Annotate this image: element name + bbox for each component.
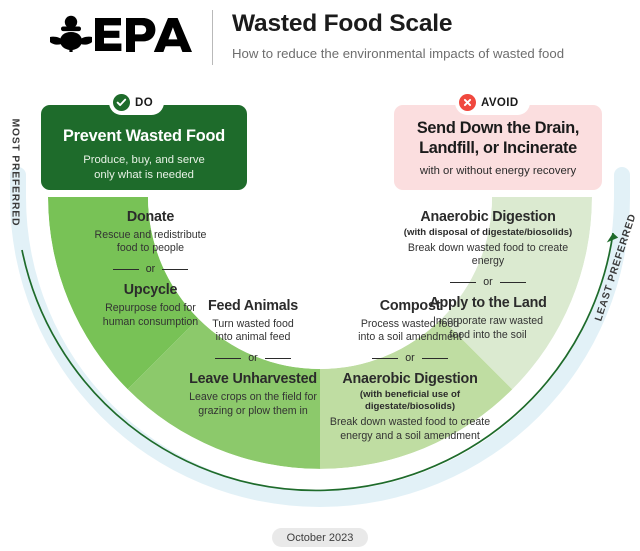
or-separator: or [398, 276, 578, 288]
or-line-left [215, 357, 242, 360]
do-badge-label: DO [135, 96, 154, 109]
check-circle-icon [113, 94, 130, 111]
avoid-badge: AVOID [455, 90, 530, 115]
option-title: Upcycle [123, 282, 178, 299]
x-circle-icon [459, 94, 476, 111]
arrow-head [606, 233, 619, 243]
option-paren: (with beneficial use of digestate/biosol… [359, 389, 461, 413]
or-separator: or [172, 352, 334, 364]
option-desc-line-2: into animal feed [215, 331, 291, 344]
option-desc-line-2: food to people [116, 242, 185, 255]
epa-wordmark [95, 18, 192, 52]
option-desc: Break down wasted food to create energy … [325, 416, 495, 442]
option-desc-line-1: Process wasted food [360, 318, 460, 330]
wedge-text-donate-upcycle: Donate Rescue and redistribute food to p… [78, 209, 223, 329]
or-line-right [162, 268, 189, 271]
date-label: October 2023 [286, 531, 354, 544]
or-line-left [372, 357, 399, 360]
box-title-line-1: Send Down the Drain, [416, 119, 580, 137]
page-subtitle: How to reduce the environmental impacts … [232, 46, 565, 61]
option-desc-line-2: food into the soil [449, 328, 527, 341]
option-desc-line-1: Turn wasted food [212, 318, 294, 330]
option-desc: Incorporate raw wasted food into the soi… [398, 315, 578, 341]
wedge-text-anaerobic-digestion: Anaerobic Digestion (with disposal of di… [398, 209, 578, 342]
header-divider [212, 10, 213, 65]
wedge-text-compost: Compost Process wasted food into a soil … [325, 298, 495, 443]
option-desc-line-1: Incorporate raw wasted [432, 315, 544, 328]
option-desc: Leave crops on the field for grazing or … [172, 391, 334, 417]
option-desc-line-1: Leave crops on the field for [189, 391, 317, 404]
page-title: Wasted Food Scale [232, 10, 453, 37]
or-line-right [264, 357, 291, 360]
option-desc: Repurpose food for human consumption [78, 302, 223, 328]
box-title-line-2: Landfill, or Incinerate [419, 139, 577, 157]
send-down-drain-box: Send Down the Drain, Landfill, or Incine… [394, 105, 602, 190]
option-desc-line-2: energy and a soil amendment [340, 429, 480, 442]
preference-arrow [21, 232, 614, 492]
avoid-badge-label: AVOID [481, 96, 519, 109]
prevent-wasted-food-box: Prevent Wasted Food Produce, buy, and se… [41, 105, 247, 190]
or-line-left [450, 281, 477, 284]
option-desc-line-1: Break down wasted food to create energy [407, 242, 569, 268]
option-paren: (with disposal of digestate/biosolids) [403, 227, 573, 238]
inner-hole [148, 197, 492, 369]
option-desc-line-1: Rescue and redistribute [94, 229, 207, 241]
epa-logo [48, 12, 198, 60]
or-label: or [145, 263, 156, 276]
or-label: or [483, 276, 493, 289]
option-title: Compost [379, 298, 441, 314]
option-desc-line-2: into a soil amendment [358, 331, 462, 344]
option-title: Apply to the Land [429, 295, 547, 312]
option-title: Anaerobic Digestion [342, 371, 478, 388]
option-desc-line-1: Break down wasted food to create [329, 416, 491, 429]
most-preferred-label: MOST PREFERRED [9, 118, 21, 227]
option-desc-line-2: grazing or plow them in [198, 404, 308, 417]
option-desc-line-2: human consumption [102, 315, 199, 328]
or-separator: or [78, 263, 223, 275]
date-pill: October 2023 [272, 528, 368, 547]
box-title: Prevent Wasted Food [62, 127, 226, 145]
box-title: Send Down the Drain, Landfill, or Incine… [394, 118, 602, 158]
option-desc: Turn wasted food into animal feed [172, 318, 334, 344]
do-badge: DO [109, 90, 165, 115]
option-desc: Process wasted food into a soil amendmen… [325, 318, 495, 344]
option-title: Leave Unharvested [189, 371, 317, 388]
option-title: Anaerobic Digestion [420, 209, 556, 225]
option-desc: Break down wasted food to create energy [398, 242, 578, 268]
or-line-left [112, 268, 139, 271]
box-subtitle: Produce, buy, and serve only what is nee… [41, 153, 247, 182]
header-text: Wasted Food Scale How to reduce the envi… [232, 9, 632, 63]
or-line-right [421, 357, 448, 360]
option-desc-line-1: Repurpose food for [105, 302, 196, 315]
option-title: Donate [126, 209, 175, 225]
option-desc: Rescue and redistribute food to people [78, 229, 223, 255]
option-title: Feed Animals [207, 298, 299, 314]
epa-seal-icon [50, 15, 92, 52]
box-subtitle-line-2: only what is needed [94, 168, 194, 181]
header: Wasted Food Scale How to reduce the envi… [0, 0, 640, 80]
wedge-text-feed-animals: Feed Animals Turn wasted food into anima… [172, 298, 334, 418]
or-separator: or [325, 352, 495, 364]
box-subtitle-line-1: Produce, buy, and serve [83, 154, 205, 166]
or-label: or [405, 352, 415, 365]
box-subtitle: with or without energy recovery [419, 165, 577, 177]
or-label: or [248, 352, 258, 365]
or-line-right [499, 281, 526, 284]
preference-band [10, 167, 630, 507]
